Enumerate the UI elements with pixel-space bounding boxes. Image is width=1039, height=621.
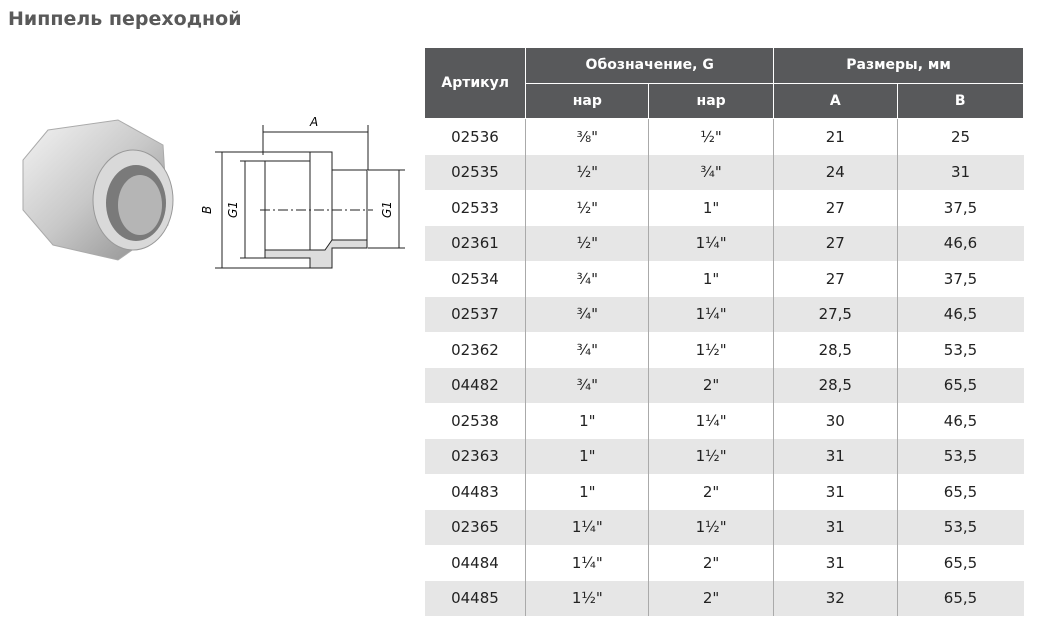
cell-article: 02536 <box>424 118 527 155</box>
table-row: 02535 ½" ¾" 24 31 <box>424 154 1024 190</box>
cell-article: 02362 <box>424 332 527 368</box>
table-row: 02363 1" 1½" 31 53,5 <box>424 438 1024 474</box>
cell-thread-1: ½" <box>525 190 650 226</box>
table-row: 02362 ¾" 1½" 28,5 53,5 <box>424 332 1024 368</box>
cell-thread-2: 2" <box>648 545 775 581</box>
cell-thread-2: 1¼" <box>648 296 775 332</box>
table-row: 04485 1½" 2" 32 65,5 <box>424 580 1024 616</box>
cell-dim-b: 65,5 <box>896 474 1024 510</box>
cell-dim-b: 65,5 <box>896 545 1024 581</box>
cell-thread-2: ¾" <box>648 154 775 190</box>
cell-thread-2: 2" <box>648 474 775 510</box>
table-row: 02534 ¾" 1" 27 37,5 <box>424 261 1024 297</box>
cell-thread-2: 1½" <box>648 438 775 474</box>
cell-article: 04484 <box>424 545 527 581</box>
cell-thread-2: 2" <box>648 580 775 616</box>
table-row: 04482 ¾" 2" 28,5 65,5 <box>424 367 1024 403</box>
cell-thread-1: 1¼" <box>525 509 650 545</box>
subheader-b: B <box>896 82 1025 119</box>
cell-dim-a: 27,5 <box>773 296 898 332</box>
cell-thread-1: ½" <box>525 154 650 190</box>
cell-dim-a: 21 <box>773 118 898 155</box>
table-row: 02538 1" 1¼" 30 46,5 <box>424 403 1024 439</box>
cell-thread-1: ⅜" <box>525 118 650 155</box>
subheader-a: A <box>773 82 898 119</box>
cell-thread-1: 1" <box>525 403 650 439</box>
cell-dim-b: 46,6 <box>896 225 1024 261</box>
cell-article: 04483 <box>424 474 527 510</box>
cell-dim-b: 53,5 <box>896 438 1024 474</box>
table-row: 02361 ½" 1¼" 27 46,6 <box>424 225 1024 261</box>
cell-dim-b: 53,5 <box>896 509 1024 545</box>
cell-thread-2: ½" <box>648 118 775 155</box>
table-row: 04484 1¼" 2" 31 65,5 <box>424 545 1024 581</box>
cell-article: 02533 <box>424 190 527 226</box>
cell-thread-1: ¾" <box>525 261 650 297</box>
cell-thread-2: 2" <box>648 367 775 403</box>
cell-dim-a: 27 <box>773 261 898 297</box>
cell-thread-2: 1½" <box>648 509 775 545</box>
cell-thread-1: ¾" <box>525 367 650 403</box>
table-row: 02536 ⅜" ½" 21 25 <box>424 118 1024 155</box>
cell-article: 02361 <box>424 225 527 261</box>
cell-article: 02363 <box>424 438 527 474</box>
cell-thread-1: ½" <box>525 225 650 261</box>
cell-dim-a: 24 <box>773 154 898 190</box>
cell-dim-b: 65,5 <box>896 367 1024 403</box>
dimension-b-label: B <box>200 206 214 214</box>
cell-dim-a: 28,5 <box>773 367 898 403</box>
cell-dim-a: 30 <box>773 403 898 439</box>
cell-thread-1: 1" <box>525 474 650 510</box>
table-row: 02533 ½" 1" 27 37,5 <box>424 190 1024 226</box>
cell-dim-a: 31 <box>773 438 898 474</box>
dimension-g1-left-label: G1 <box>226 201 240 218</box>
cell-thread-1: 1¼" <box>525 545 650 581</box>
cell-dim-b: 31 <box>896 154 1024 190</box>
cell-thread-2: 1½" <box>648 332 775 368</box>
cell-dim-a: 31 <box>773 474 898 510</box>
cell-thread-2: 1" <box>648 190 775 226</box>
cell-dim-a: 31 <box>773 545 898 581</box>
subheader-nar-1: нар <box>525 82 650 119</box>
cell-thread-1: 1" <box>525 438 650 474</box>
specs-table: Артикул Обозначение, G Размеры, мм нар н… <box>423 47 1025 616</box>
dimension-drawing: A B G1 G1 <box>200 115 405 269</box>
cell-article: 02535 <box>424 154 527 190</box>
dimension-g1-right-label: G1 <box>380 201 394 218</box>
page-title: Ниппель переходной <box>8 8 242 30</box>
cell-dim-b: 37,5 <box>896 190 1024 226</box>
cell-article: 04485 <box>424 580 527 616</box>
cell-article: 02537 <box>424 296 527 332</box>
table-row: 02537 ¾" 1¼" 27,5 46,5 <box>424 296 1024 332</box>
cell-thread-2: 1¼" <box>648 225 775 261</box>
table-row: 02365 1¼" 1½" 31 53,5 <box>424 509 1024 545</box>
header-article: Артикул <box>423 47 527 119</box>
cell-thread-2: 1" <box>648 261 775 297</box>
cell-dim-b: 25 <box>896 118 1024 155</box>
subheader-nar-2: нар <box>648 82 775 119</box>
nipple-photo <box>22 119 174 261</box>
cell-dim-b: 53,5 <box>896 332 1024 368</box>
cell-article: 04482 <box>424 367 527 403</box>
cell-article: 02365 <box>424 509 527 545</box>
cell-dim-a: 27 <box>773 225 898 261</box>
cell-dim-a: 28,5 <box>773 332 898 368</box>
cell-dim-b: 37,5 <box>896 261 1024 297</box>
cell-thread-2: 1¼" <box>648 403 775 439</box>
cell-thread-1: ¾" <box>525 296 650 332</box>
table-row: 04483 1" 2" 31 65,5 <box>424 474 1024 510</box>
cell-dim-b: 65,5 <box>896 580 1024 616</box>
cell-dim-a: 31 <box>773 509 898 545</box>
cell-article: 02538 <box>424 403 527 439</box>
cell-dim-a: 27 <box>773 190 898 226</box>
cell-dim-b: 46,5 <box>896 296 1024 332</box>
cell-dim-b: 46,5 <box>896 403 1024 439</box>
header-sizes: Размеры, мм <box>773 47 1024 84</box>
cell-thread-1: ¾" <box>525 332 650 368</box>
cell-thread-1: 1½" <box>525 580 650 616</box>
cell-dim-a: 32 <box>773 580 898 616</box>
header-designation: Обозначение, G <box>525 47 775 84</box>
cell-article: 02534 <box>424 261 527 297</box>
dimension-a-label: A <box>309 115 318 129</box>
